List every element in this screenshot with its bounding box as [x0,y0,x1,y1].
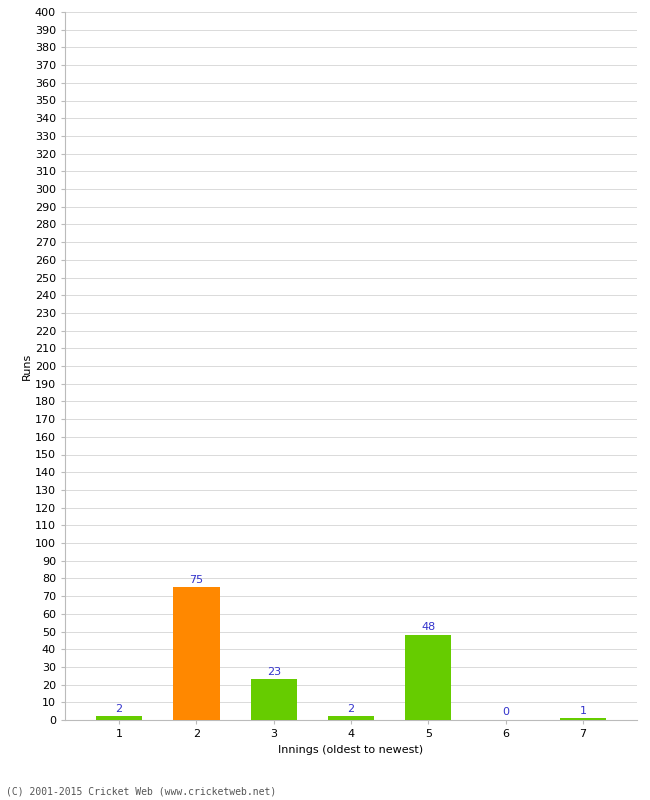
Text: 0: 0 [502,707,509,718]
Bar [96,717,142,720]
Text: 48: 48 [421,622,436,632]
Bar [328,717,374,720]
Bar [560,718,606,720]
Text: 23: 23 [266,666,281,677]
X-axis label: Innings (oldest to newest): Innings (oldest to newest) [278,745,424,754]
Y-axis label: Runs: Runs [22,352,32,380]
Text: 75: 75 [189,574,203,585]
Text: 2: 2 [348,704,354,714]
Bar [405,635,452,720]
Text: (C) 2001-2015 Cricket Web (www.cricketweb.net): (C) 2001-2015 Cricket Web (www.cricketwe… [6,786,277,796]
Text: 2: 2 [116,704,123,714]
Bar [250,679,297,720]
Text: 1: 1 [579,706,586,715]
Bar [173,587,220,720]
